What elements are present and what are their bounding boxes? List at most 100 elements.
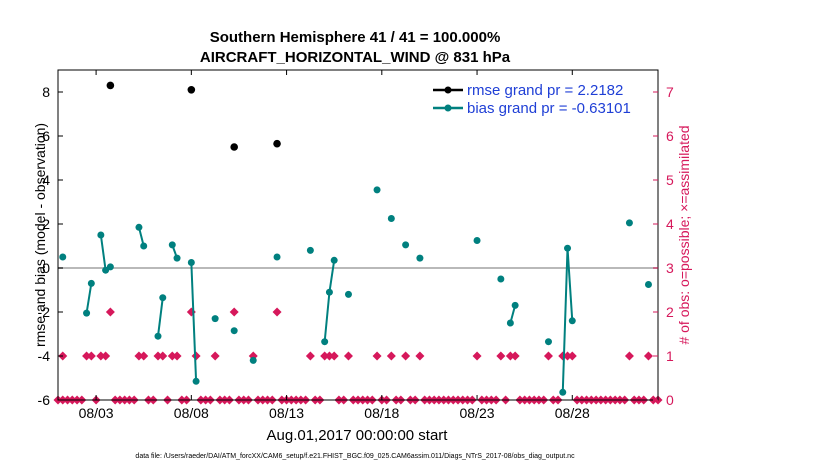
obs-count-marker [510, 351, 520, 361]
bias-point [135, 223, 143, 231]
bias-point [173, 254, 181, 262]
x-tick-label: 08/08 [174, 405, 209, 421]
obs-count-marker [624, 351, 634, 361]
legend: rmse grand pr = 2.2182 bias grand pr = -… [433, 82, 631, 117]
obs-count-marker [86, 351, 96, 361]
rmse-layer [106, 81, 281, 151]
legend-rmse-label: rmse grand pr = 2.2182 [467, 82, 623, 99]
bias-point [325, 288, 333, 296]
bias-point [306, 246, 314, 254]
bias-point [321, 338, 329, 346]
obs-count-marker [543, 351, 553, 361]
bias-line-segment [157, 297, 164, 337]
y-left-tick-label: -4 [38, 348, 51, 364]
y-right-tick-label: 5 [666, 172, 674, 188]
obs-count-marker [158, 351, 168, 361]
y-right-tick-label: 4 [666, 216, 674, 232]
bias-point [506, 319, 514, 327]
y-axis-right-label: # of obs: o=possible; ×=assimilated [676, 125, 692, 344]
obs-count-marker [320, 351, 330, 361]
rmse-point [273, 139, 281, 148]
y-right-tick-label: 6 [666, 128, 674, 144]
y-right-tick-label: 3 [666, 260, 674, 276]
bias-point [330, 256, 338, 264]
rmse-point [106, 81, 115, 90]
bias-point [387, 215, 395, 222]
bias-point [154, 332, 162, 340]
obs-count-marker [101, 351, 111, 361]
x-tick-label: 08/13 [269, 405, 304, 421]
obs-count-marker [229, 307, 239, 317]
bias-point [568, 317, 576, 325]
bias-layer [59, 186, 652, 396]
bias-point [544, 338, 552, 346]
bias-point [211, 315, 219, 323]
x-tick-label: 08/03 [79, 405, 114, 421]
plot-frame [57, 69, 659, 401]
x-axis-label: Aug.01,2017 00:00:00 start [267, 427, 449, 444]
bias-line-segment [85, 283, 93, 314]
legend-rmse-marker [444, 86, 452, 94]
y-left-tick-label: -2 [38, 304, 51, 320]
bias-point [192, 377, 200, 385]
obs-count-marker [343, 351, 353, 361]
bias-point [106, 263, 114, 271]
x-tick-label: 08/28 [555, 405, 590, 421]
obs-count-marker [167, 351, 177, 361]
bias-point [402, 241, 410, 249]
obs-count-marker [324, 351, 334, 361]
rmse-point [230, 143, 238, 151]
chart-title-line1: Southern Hemisphere 41 / 41 = 100.000% [210, 29, 501, 46]
y-left-tick-label: 4 [42, 172, 50, 188]
bias-point [59, 253, 67, 261]
bias-point [511, 301, 519, 309]
rmse-point [187, 86, 196, 94]
obs-count-marker [415, 351, 425, 361]
data-file-footnote: data file: /Users/raeder/DAI/ATM_forcXX/… [135, 453, 575, 460]
bias-point [273, 253, 281, 261]
y-left-tick-label: 8 [42, 84, 50, 100]
axes-layer: -6 -4 -2 0 2 4 6 8 0 1 2 3 4 5 6 7 08/03 08/08 08/13 08/18 0… [38, 70, 674, 421]
y-left-tick-label: 0 [42, 260, 50, 276]
obs-count-marker [305, 351, 315, 361]
obs-count-marker [472, 351, 482, 361]
y-left-tick-label: 6 [42, 128, 50, 144]
bias-point [168, 241, 176, 249]
legend-bias-label: bias grand pr = -0.63101 [467, 100, 631, 117]
bias-line-segment [323, 260, 336, 342]
obs-count-marker [186, 307, 196, 317]
bias-point [159, 294, 167, 302]
bias-point [87, 279, 95, 287]
bias-point [344, 290, 352, 298]
bias-point [373, 186, 381, 194]
bias-point [625, 219, 633, 227]
bias-point [564, 244, 572, 252]
obs-count-marker [372, 351, 382, 361]
obs-count-marker [172, 351, 182, 361]
bias-point [559, 388, 567, 396]
obs-count-marker [401, 351, 411, 361]
obs-count-marker [643, 351, 653, 361]
obs-count-marker [567, 351, 577, 361]
bias-point [140, 242, 148, 250]
bias-point [187, 259, 195, 266]
chart-title-line2: AIRCRAFT_HORIZONTAL_WIND @ 831 hPa [200, 49, 511, 66]
y-left-tick-label: -6 [38, 392, 51, 408]
obs-count-marker [153, 351, 163, 361]
obs-count-marker [82, 351, 92, 361]
bias-point [644, 281, 652, 288]
obs-count-marker [191, 351, 201, 361]
y-right-tick-label: 0 [666, 392, 674, 408]
x-tick-label: 08/23 [460, 405, 495, 421]
y-right-tick-label: 2 [666, 304, 674, 320]
bias-point [497, 275, 505, 283]
obs-count-marker [386, 351, 396, 361]
bias-point [249, 356, 257, 364]
bias-point [473, 237, 481, 244]
bias-line-segment [190, 262, 198, 382]
obs-count-marker [139, 351, 149, 361]
bias-point [416, 254, 424, 262]
obs-count-marker [96, 351, 106, 361]
obs-count-marker [134, 351, 144, 361]
